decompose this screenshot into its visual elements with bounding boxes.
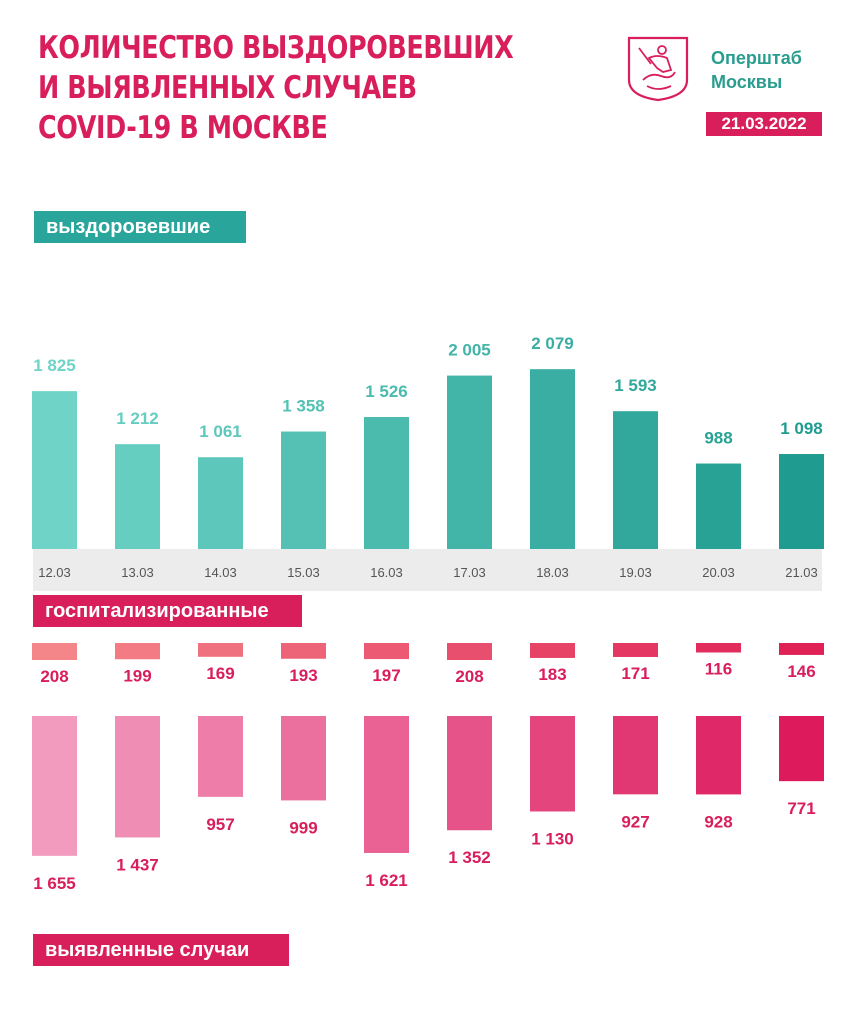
brand-line-1: Оперштаб: [711, 48, 802, 68]
recovered-value-label: 1 212: [116, 409, 159, 428]
cases-value-label: 999: [289, 818, 317, 837]
cases-bar: [613, 716, 658, 795]
recovered-bar: [613, 411, 658, 549]
cases-bar: [530, 716, 575, 812]
hospitalized-bar: [613, 643, 658, 657]
hospitalized-bar: [779, 643, 824, 655]
recovered-value-label: 1 098: [780, 419, 823, 438]
hospitalized-value-label: 208: [40, 667, 68, 686]
title-line-3: COVID-19 в Москве: [38, 110, 328, 146]
recovered-bar: [696, 463, 741, 549]
recovered-bar: [530, 369, 575, 549]
cases-bar: [696, 716, 741, 795]
recovered-bar: [198, 457, 243, 549]
recovered-bar: [115, 444, 160, 549]
date-tick-label: 15.03: [287, 565, 320, 580]
hospitalized-bar: [364, 643, 409, 660]
hospitalized-bar: [530, 643, 575, 658]
moscow-coat-of-arms-icon: [627, 36, 689, 102]
hospitalized-bar: [696, 643, 741, 653]
date-badge: 21.03.2022: [706, 112, 822, 136]
hospitalized-value-label: 183: [538, 665, 566, 684]
hospitalized-label: госпитализированные: [33, 595, 302, 627]
cases-bar: [364, 716, 409, 853]
cases-value-label: 927: [621, 812, 649, 831]
recovered-bar: [281, 431, 326, 549]
date-tick-label: 21.03: [785, 565, 818, 580]
title-line-1: Количество выздоровевших: [38, 30, 514, 66]
date-axis-strip: [33, 549, 822, 591]
hospitalized-bar: [115, 643, 160, 660]
hospitalized-bar: [281, 643, 326, 659]
recovered-bar: [779, 454, 824, 549]
recovered-value-label: 1 061: [199, 422, 242, 441]
hospitalized-value-label: 169: [206, 664, 234, 683]
recovered-value-label: 2 005: [448, 341, 491, 360]
recovered-bar: [364, 417, 409, 549]
cases-value-label: 1 130: [531, 829, 574, 848]
hospitalized-value-label: 199: [123, 666, 151, 685]
recovered-value-label: 1 825: [33, 356, 76, 375]
cases-value-label: 957: [206, 815, 234, 834]
brand-line-2: Москвы: [711, 72, 783, 92]
recovered-bar: [32, 391, 77, 549]
hospitalized-bar: [32, 643, 77, 660]
date-tick-label: 13.03: [121, 565, 154, 580]
cases-value-label: 1 655: [33, 874, 76, 893]
date-tick-label: 17.03: [453, 565, 486, 580]
hospitalized-value-label: 193: [289, 666, 317, 685]
date-tick-label: 20.03: [702, 565, 735, 580]
date-tick-label: 18.03: [536, 565, 569, 580]
recovered-value-label: 1 526: [365, 382, 408, 401]
page-title: Количество выздоровевших и выявленных сл…: [38, 28, 514, 148]
cases-bar: [281, 716, 326, 801]
hospitalized-value-label: 197: [372, 666, 400, 685]
cases-bar: [447, 716, 492, 831]
cases-bar: [198, 716, 243, 797]
cases-value-label: 771: [787, 799, 815, 818]
hospitalized-value-label: 208: [455, 667, 483, 686]
cases-value-label: 1 621: [365, 871, 408, 890]
cases-value-label: 928: [704, 812, 732, 831]
cases-value-label: 1 437: [116, 855, 159, 874]
recovered-value-label: 1 358: [282, 397, 325, 416]
cases-label: выявленные случаи: [33, 934, 289, 966]
hospitalized-bar: [198, 643, 243, 657]
cases-value-label: 1 352: [448, 848, 491, 867]
brand-name: Оперштаб Москвы: [711, 46, 802, 94]
date-tick-label: 19.03: [619, 565, 652, 580]
hospitalized-value-label: 116: [705, 659, 732, 678]
recovered-value-label: 988: [704, 429, 732, 448]
hospitalized-value-label: 171: [621, 664, 649, 683]
hospitalized-bar: [447, 643, 492, 660]
title-line-2: и выявленных случаев: [38, 70, 417, 106]
date-tick-label: 16.03: [370, 565, 403, 580]
recovered-value-label: 1 593: [614, 376, 657, 395]
recovered-value-label: 2 079: [531, 334, 574, 353]
cases-bar: [115, 716, 160, 838]
recovered-bar: [447, 375, 492, 549]
date-tick-label: 14.03: [204, 565, 237, 580]
hospitalized-value-label: 146: [787, 662, 815, 681]
date-tick-label: 12.03: [38, 565, 71, 580]
recovered-label: выздоровевшие: [34, 211, 246, 243]
cases-bar: [32, 716, 77, 856]
cases-bar: [779, 716, 824, 782]
